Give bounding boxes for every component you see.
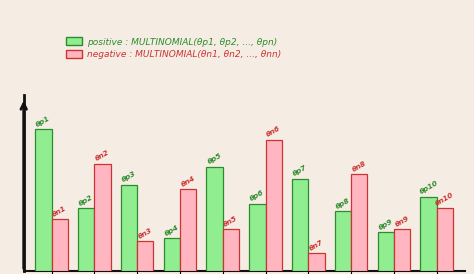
Bar [351,174,367,271]
Text: θp1: θp1 [35,115,52,128]
Bar [35,129,52,271]
Bar [223,229,239,271]
Bar [265,140,282,271]
Bar [52,219,68,271]
Bar [164,238,180,271]
Text: θn4: θn4 [180,175,196,187]
Bar [437,209,453,271]
Text: θp8: θp8 [335,197,351,210]
Text: θn2: θn2 [94,149,110,162]
Bar [121,185,137,271]
Bar [78,209,94,271]
Bar [249,204,265,271]
Text: θp6: θp6 [249,190,265,202]
Bar [207,167,223,271]
Text: θn6: θn6 [265,125,282,138]
Text: θp4: θp4 [164,224,180,237]
Bar [308,253,325,271]
Text: θn9: θn9 [394,215,410,228]
Bar [420,196,437,271]
Text: θn5: θn5 [223,215,239,228]
Bar [292,179,308,271]
Text: θp9: θp9 [378,218,394,231]
Text: θn1: θn1 [52,205,68,218]
Bar [94,164,110,271]
Bar [137,241,154,271]
Bar [180,189,196,271]
Text: θp7: θp7 [292,164,308,177]
Legend: positive : MULTINOMIAL(θp1, θp2, ..., θpn), negative : MULTINOMIAL(θn1, θn2, ...: positive : MULTINOMIAL(θp1, θp2, ..., θp… [64,35,284,62]
Text: θp5: θp5 [207,152,223,165]
Text: θp10: θp10 [418,180,439,195]
Bar [335,212,351,271]
Bar [394,229,410,271]
Text: θp3: θp3 [121,170,137,183]
Text: θn8: θn8 [351,160,367,173]
Bar [378,232,394,271]
Text: θn10: θn10 [435,192,455,207]
Text: θn3: θn3 [137,227,153,240]
Text: θp2: θp2 [78,194,94,207]
Text: θn7: θn7 [309,239,325,252]
